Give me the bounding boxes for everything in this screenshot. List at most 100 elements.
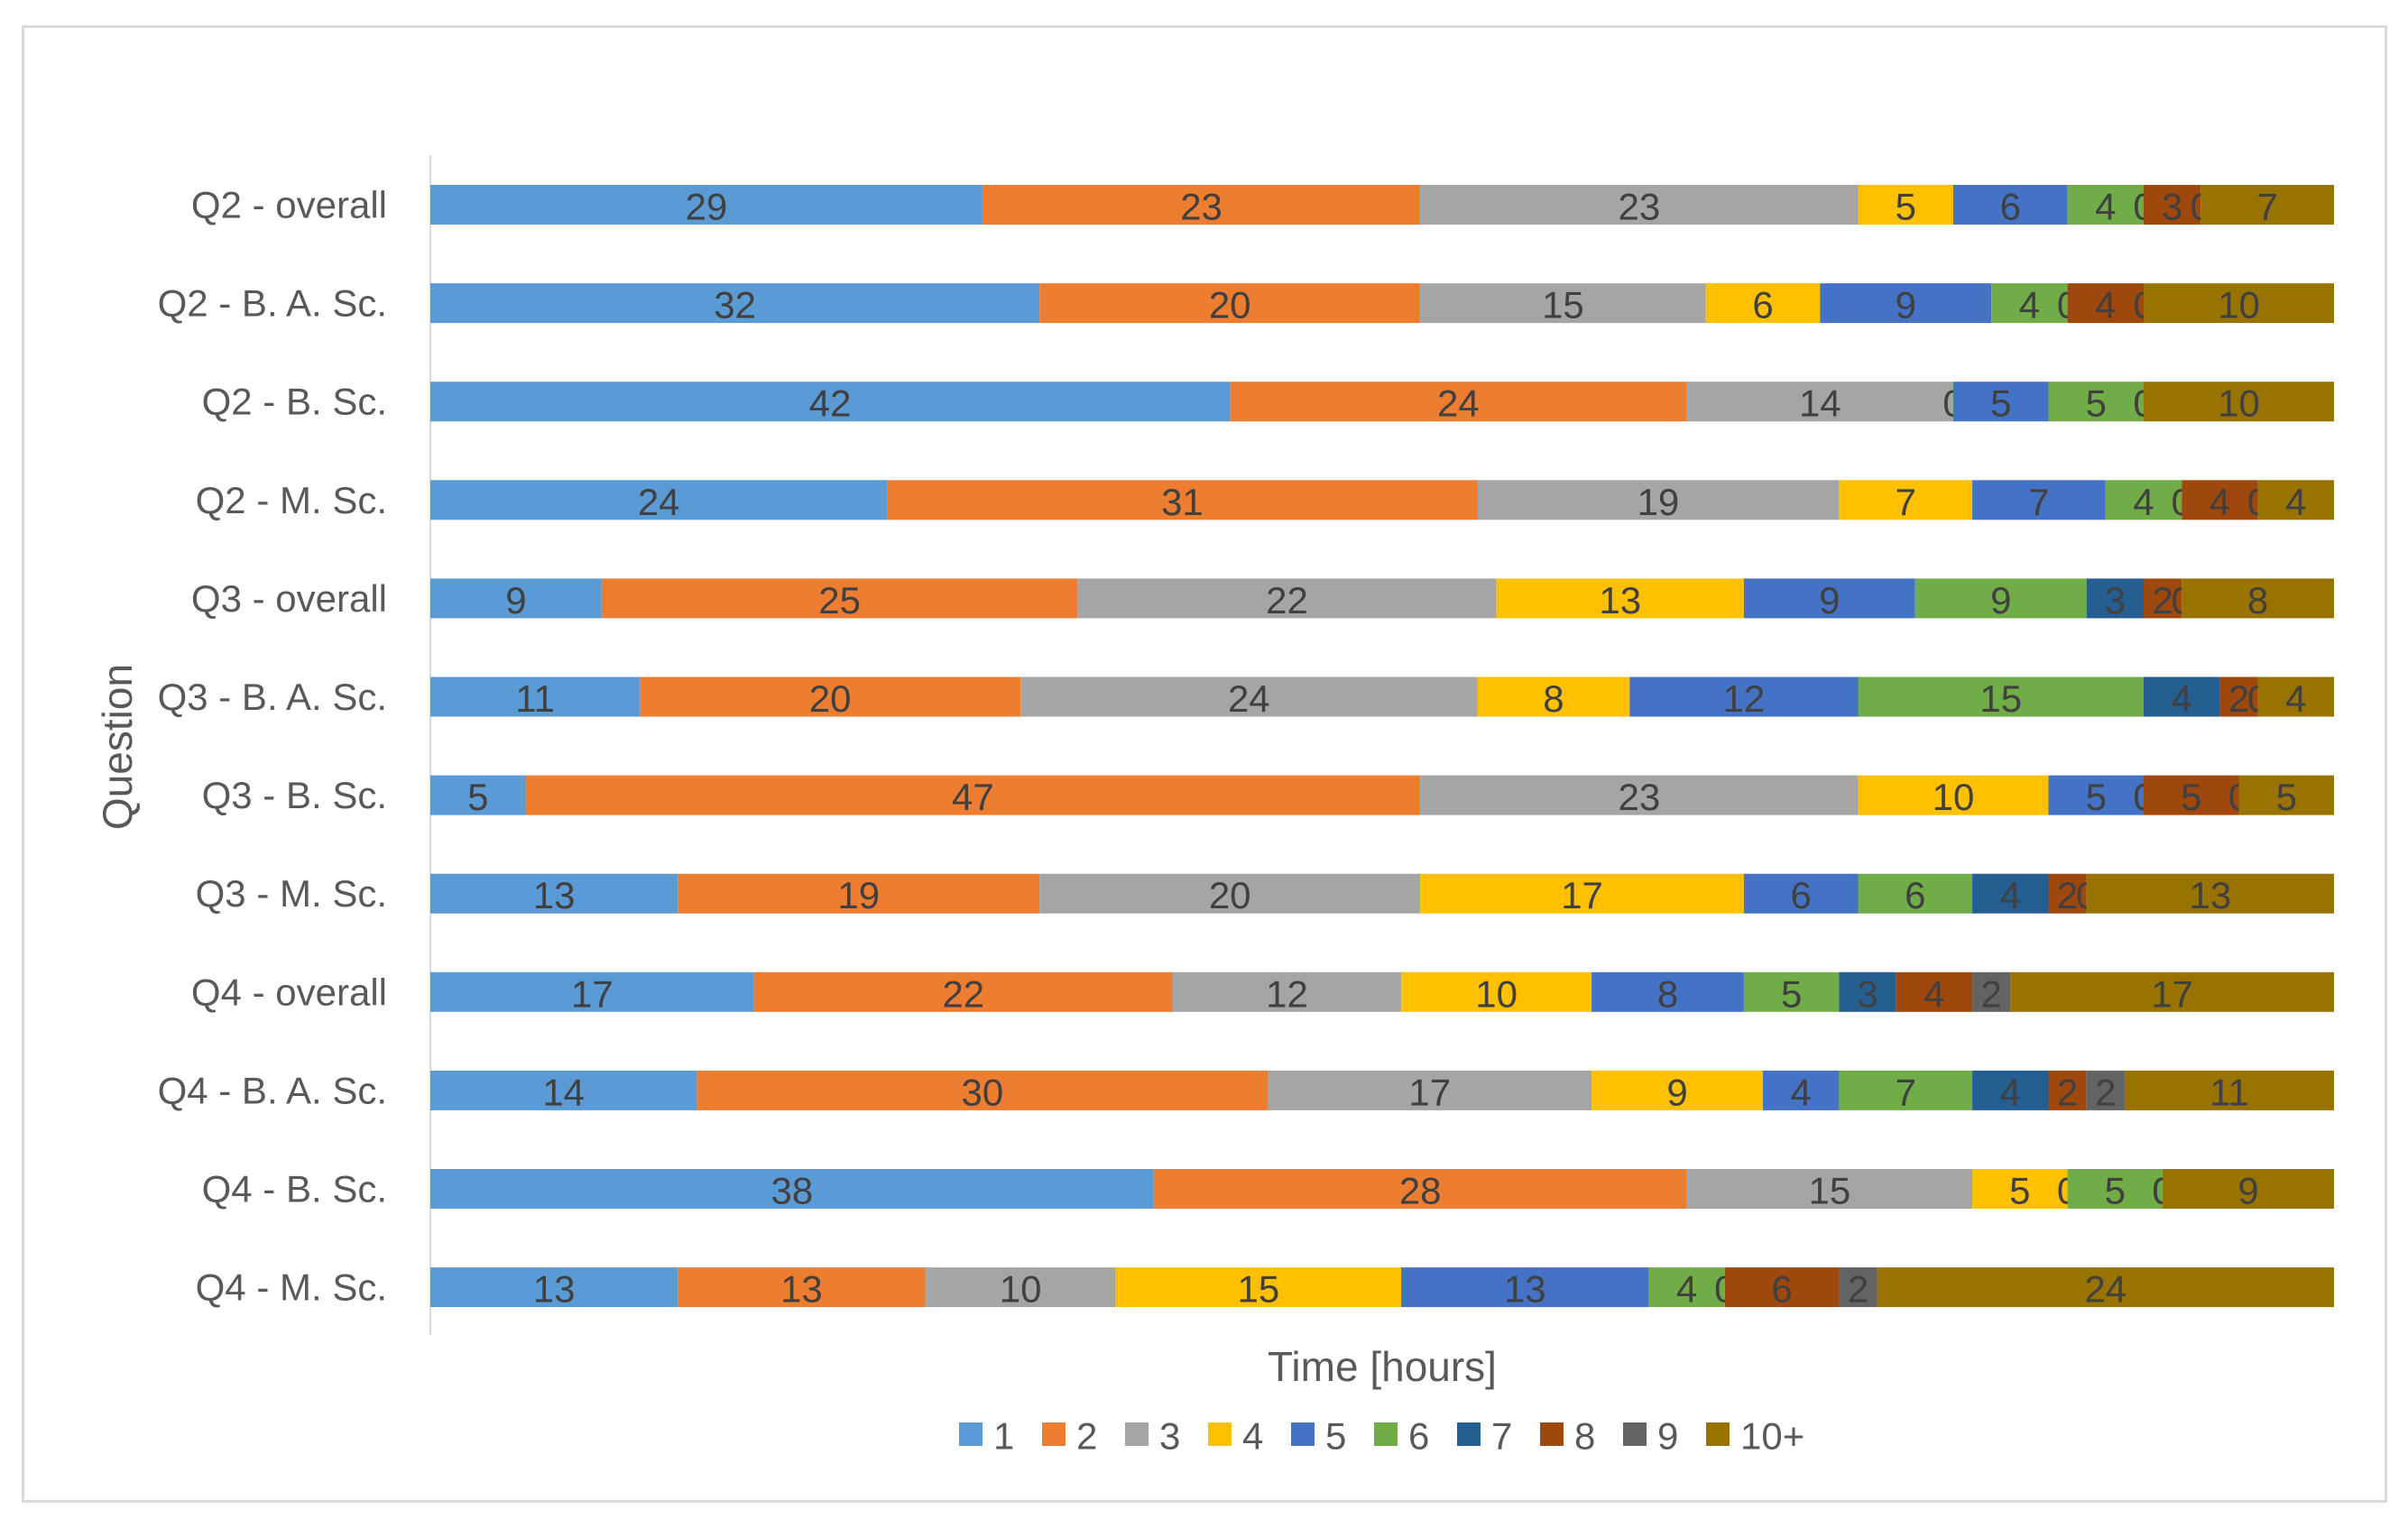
legend-item: 7 [1457,1415,1512,1458]
legend-label: 7 [1491,1415,1512,1458]
bar-segment [1039,873,1421,914]
data-label: 4 [2285,481,2306,523]
data-label: 7 [1896,481,1916,523]
bar-segment [1972,1169,2068,1209]
data-label: 6 [1771,1268,1792,1311]
category-tick-label: Q3 - overall [191,577,387,620]
bar-segment [1420,283,1706,324]
data-label: 4 [2095,186,2116,228]
bar-segment [1972,480,2106,520]
bar-segment [2010,971,2334,1012]
bar-segment [2086,578,2144,619]
category-tick-label: Q4 - B. Sc. [202,1168,387,1210]
category-tick-label: Q2 - B. A. Sc. [158,282,387,325]
data-label: 25 [818,579,861,621]
bar-segment [2124,1070,2334,1110]
data-label: 29 [686,186,728,228]
data-label: 15 [1808,1170,1850,1212]
bar-segment [2144,578,2182,619]
data-label: 24 [1437,382,1480,425]
data-label: 5 [2181,776,2201,818]
legend-label: 3 [1159,1415,1180,1458]
data-label: 19 [1638,481,1680,523]
data-label: 17 [1561,874,1603,916]
bar-segment [1896,971,1973,1012]
bar-segment [1743,971,1840,1012]
data-label: 17 [2151,972,2193,1015]
bar-segment [1401,1267,1649,1308]
bar-segment [1839,971,1896,1012]
data-label: 3 [1857,972,1878,1015]
bar-segment [430,677,641,717]
data-label: 13 [780,1268,823,1311]
data-label: 14 [1799,382,1841,425]
bar-segment [430,1267,678,1308]
data-label: 4 [2172,677,2192,720]
bar-segment [640,677,1021,717]
category-tick-label: Q3 - B. Sc. [202,774,387,816]
bar-segment [2067,1169,2164,1209]
bar-segment [601,578,1078,619]
legend-item: 6 [1374,1415,1429,1458]
data-label: 9 [2237,1170,2258,1212]
data-label: 19 [837,874,880,916]
legend-item: 4 [1208,1415,1263,1458]
data-label: 2 [1848,1268,1868,1311]
bar-segment [430,971,754,1012]
data-label: 5 [2276,776,2297,818]
data-label: 2 [2057,1071,2078,1113]
bar-segment [1858,677,2144,717]
data-label: 23 [1618,776,1660,818]
bar-segment [678,873,1040,914]
data-label: 7 [2256,186,2277,228]
data-label: 6 [1905,874,1925,916]
data-label: 4 [2000,1071,2021,1113]
category-tick-label: Q4 - M. Sc. [196,1266,387,1309]
data-label: 22 [1266,579,1308,621]
bar-segment [1420,873,1744,914]
data-label: 12 [1266,972,1308,1015]
data-label: 6 [2000,186,2021,228]
bar-segment [2048,1070,2087,1110]
legend-label: 2 [1076,1415,1097,1458]
data-label: 7 [2028,481,2049,523]
bar-segment [925,1267,1116,1308]
bar-segment [1172,971,1402,1012]
data-label: 10 [2218,284,2260,327]
data-label: 28 [1399,1170,1442,1212]
data-label: 5 [467,776,488,818]
legend-item: 9 [1623,1415,1678,1458]
legend-item: 10+ [1706,1415,1804,1458]
data-label: 42 [809,382,852,425]
bar-segment [430,382,1231,422]
bar-segment [1972,1070,2049,1110]
legend-swatch [1457,1422,1481,1446]
data-label: 15 [1979,677,2022,720]
bar-segment [2105,480,2182,520]
bar-segment [982,185,1421,225]
bar-segment [2048,382,2144,422]
data-label: 13 [533,1268,576,1311]
bar-segment [2163,1169,2334,1209]
data-label: 9 [505,579,526,621]
data-label: 5 [1896,186,1916,228]
legend-label: 4 [1242,1415,1263,1458]
bar-segment [1115,1267,1402,1308]
bar-segment [2048,775,2144,815]
data-label: 5 [1990,382,2011,425]
data-label: 32 [714,284,756,327]
legend-item: 3 [1125,1415,1180,1458]
data-label: 10 [1000,1268,1042,1311]
bar-segment [1477,480,1840,520]
data-label: 13 [533,874,576,916]
data-label: 2 [2152,579,2173,621]
legend-swatch [1291,1422,1315,1446]
bar-segment [2238,775,2334,815]
data-label: 20 [1209,874,1251,916]
bar-segment [2067,185,2144,225]
bar-segment [1629,677,1859,717]
bar-segment [753,971,1173,1012]
data-label: 4 [1924,972,1944,1015]
data-label: 6 [1752,284,1773,327]
